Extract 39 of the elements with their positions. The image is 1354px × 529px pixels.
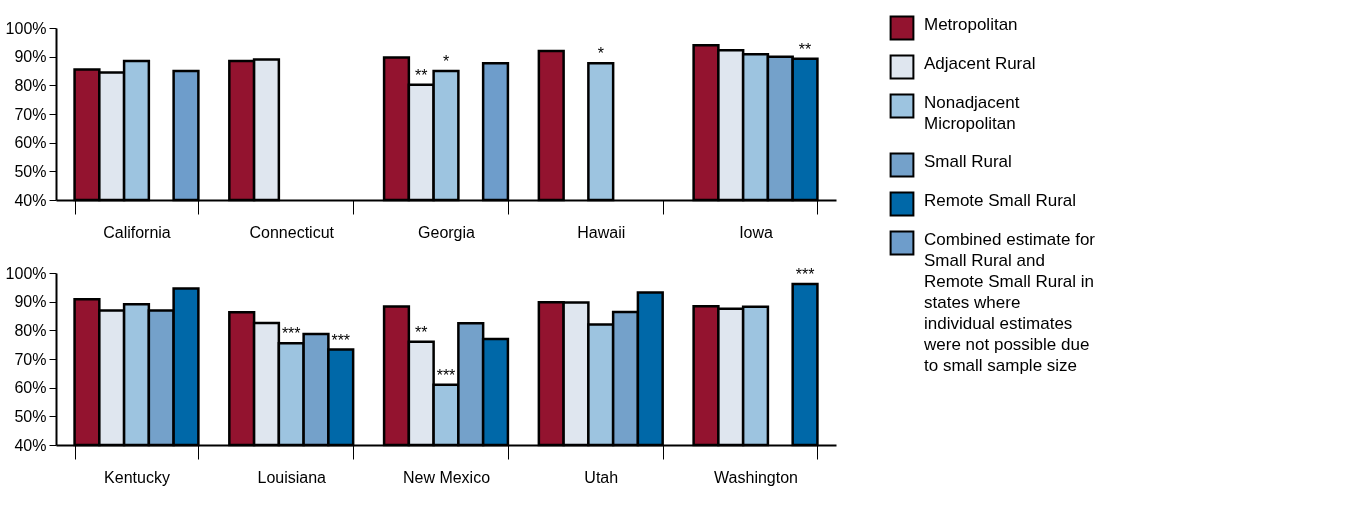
y-tick-label: 40% <box>14 191 47 209</box>
data-label: *** <box>281 325 301 343</box>
data-label: * <box>597 45 604 63</box>
x-tick-label: Georgia <box>418 223 476 241</box>
legend-label: Combined estimate for Small Rural and Remote Small Rural in states where individual estimates were not possible due to small sample size <box>923 230 1096 375</box>
x-tick-label: New Mexico <box>402 468 491 486</box>
y-tick-label: 50% <box>14 162 47 180</box>
legend-label: Adjacent Rural <box>924 54 1036 73</box>
x-tick-label: Kentucky <box>104 468 170 486</box>
x-tick-label: California <box>103 223 171 241</box>
y-tick-label: 70% <box>14 350 47 368</box>
y-tick-label: 60% <box>14 379 47 397</box>
y-tick-label: 40% <box>14 436 47 454</box>
y-tick-label: 100% <box>5 19 47 37</box>
data-label: *** <box>795 265 815 283</box>
y-tick-label: 100% <box>5 264 47 282</box>
y-tick-label: 80% <box>14 76 47 94</box>
y-tick-label: 90% <box>14 48 47 66</box>
legend-label: Small Rural <box>924 152 1012 171</box>
data-label: ** <box>415 66 428 84</box>
y-tick-label: 90% <box>14 293 47 311</box>
x-tick-label: Washington <box>714 468 798 486</box>
y-tick-label: 70% <box>14 105 47 123</box>
y-tick-label: 50% <box>14 407 47 425</box>
x-tick-label: Utah <box>584 468 619 486</box>
data-label: ** <box>415 323 428 341</box>
data-label: *** <box>436 366 456 384</box>
legend-label: Metropolitan <box>924 15 1018 34</box>
data-label: ** <box>798 40 812 58</box>
y-tick-label: 80% <box>14 321 47 339</box>
data-label: *** <box>331 331 351 349</box>
x-tick-label: Iowa <box>739 223 774 241</box>
x-tick-label: Connecticut <box>249 223 335 241</box>
data-label: * <box>442 53 450 70</box>
legend-label: Remote Small Rural <box>924 191 1077 210</box>
legend-label: Nonadjacent Micropolitan <box>924 93 1020 133</box>
x-tick-label: Hawaii <box>577 223 626 241</box>
x-tick-label: Louisiana <box>257 468 327 486</box>
y-tick-label: 60% <box>14 134 47 152</box>
